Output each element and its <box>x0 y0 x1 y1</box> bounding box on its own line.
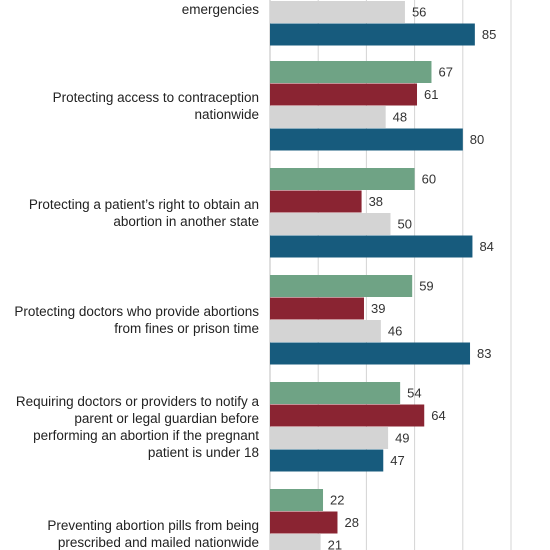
data-label: 46 <box>388 324 402 339</box>
data-label: 60 <box>422 172 436 187</box>
data-label: 47 <box>390 453 404 468</box>
category-label-line: patient is under 18 <box>148 445 259 460</box>
bar <box>270 297 364 320</box>
data-label: 49 <box>395 431 409 446</box>
data-label: 80 <box>470 132 484 147</box>
data-label: 28 <box>344 515 358 530</box>
category-label-line: Protecting a patient’s right to obtain a… <box>29 197 259 212</box>
bar <box>270 342 471 365</box>
category-label: Preventing abortion pills from being pres… <box>47 518 259 550</box>
data-label: 56 <box>412 5 426 20</box>
data-label: 64 <box>431 408 445 423</box>
data-label: 38 <box>369 194 383 209</box>
bar <box>270 382 401 404</box>
category-label-line: nationwide <box>194 107 259 122</box>
category-label-line: performing an abortion if the pregnant <box>33 428 259 443</box>
category-label: Protecting a patient’s right to obtain a… <box>29 197 259 229</box>
bar <box>270 489 324 511</box>
data-label: 22 <box>330 493 344 508</box>
data-label: 84 <box>479 239 493 254</box>
bar <box>270 275 413 297</box>
category-label-line: abortion in another state <box>113 214 259 229</box>
bar <box>270 320 381 342</box>
bar <box>270 190 362 213</box>
bar <box>270 511 338 534</box>
data-label: 21 <box>328 538 342 550</box>
data-label: 39 <box>371 301 385 316</box>
bar <box>270 128 463 151</box>
bars <box>270 1 475 550</box>
bar <box>270 168 415 190</box>
category-label: Protecting access to contraception nation… <box>53 90 259 122</box>
bar <box>270 23 475 46</box>
bar <box>270 61 432 83</box>
bar <box>270 534 321 550</box>
bar <box>270 1 405 23</box>
category-label-line: Requiring doctors or providers to notify… <box>16 394 260 409</box>
category-label: Protecting doctors who provide abortions… <box>14 304 259 336</box>
bar <box>270 235 473 258</box>
data-label: 83 <box>477 346 491 361</box>
data-label: 85 <box>482 27 496 42</box>
data-label: 61 <box>424 87 438 102</box>
bar <box>270 449 384 472</box>
category-labels: miscarriages or other pregnancy-relatede… <box>14 0 260 550</box>
category-label: Requiring doctors or providers to notify… <box>16 394 260 460</box>
bar <box>270 106 386 128</box>
data-label: 67 <box>438 65 452 80</box>
data-label: 48 <box>393 110 407 125</box>
category-label-line: Protecting doctors who provide abortions <box>14 304 259 319</box>
data-label: 54 <box>407 386 421 401</box>
bar <box>270 213 391 235</box>
data-label: 50 <box>398 217 412 232</box>
data-label: 59 <box>419 279 433 294</box>
category-label-line: emergencies <box>182 2 260 17</box>
category-label-line: from fines or prison time <box>114 321 259 336</box>
bar <box>270 83 418 106</box>
category-label: miscarriages or other pregnancy-relatede… <box>20 0 260 17</box>
category-label-line: Preventing abortion pills from being <box>47 518 259 533</box>
category-label-line: prescribed and mailed nationwide <box>58 535 259 550</box>
category-label-line: parent or legal guardian before <box>74 411 259 426</box>
bar <box>270 427 389 449</box>
bar <box>270 404 425 427</box>
category-label-line: Protecting access to contraception <box>53 90 259 105</box>
